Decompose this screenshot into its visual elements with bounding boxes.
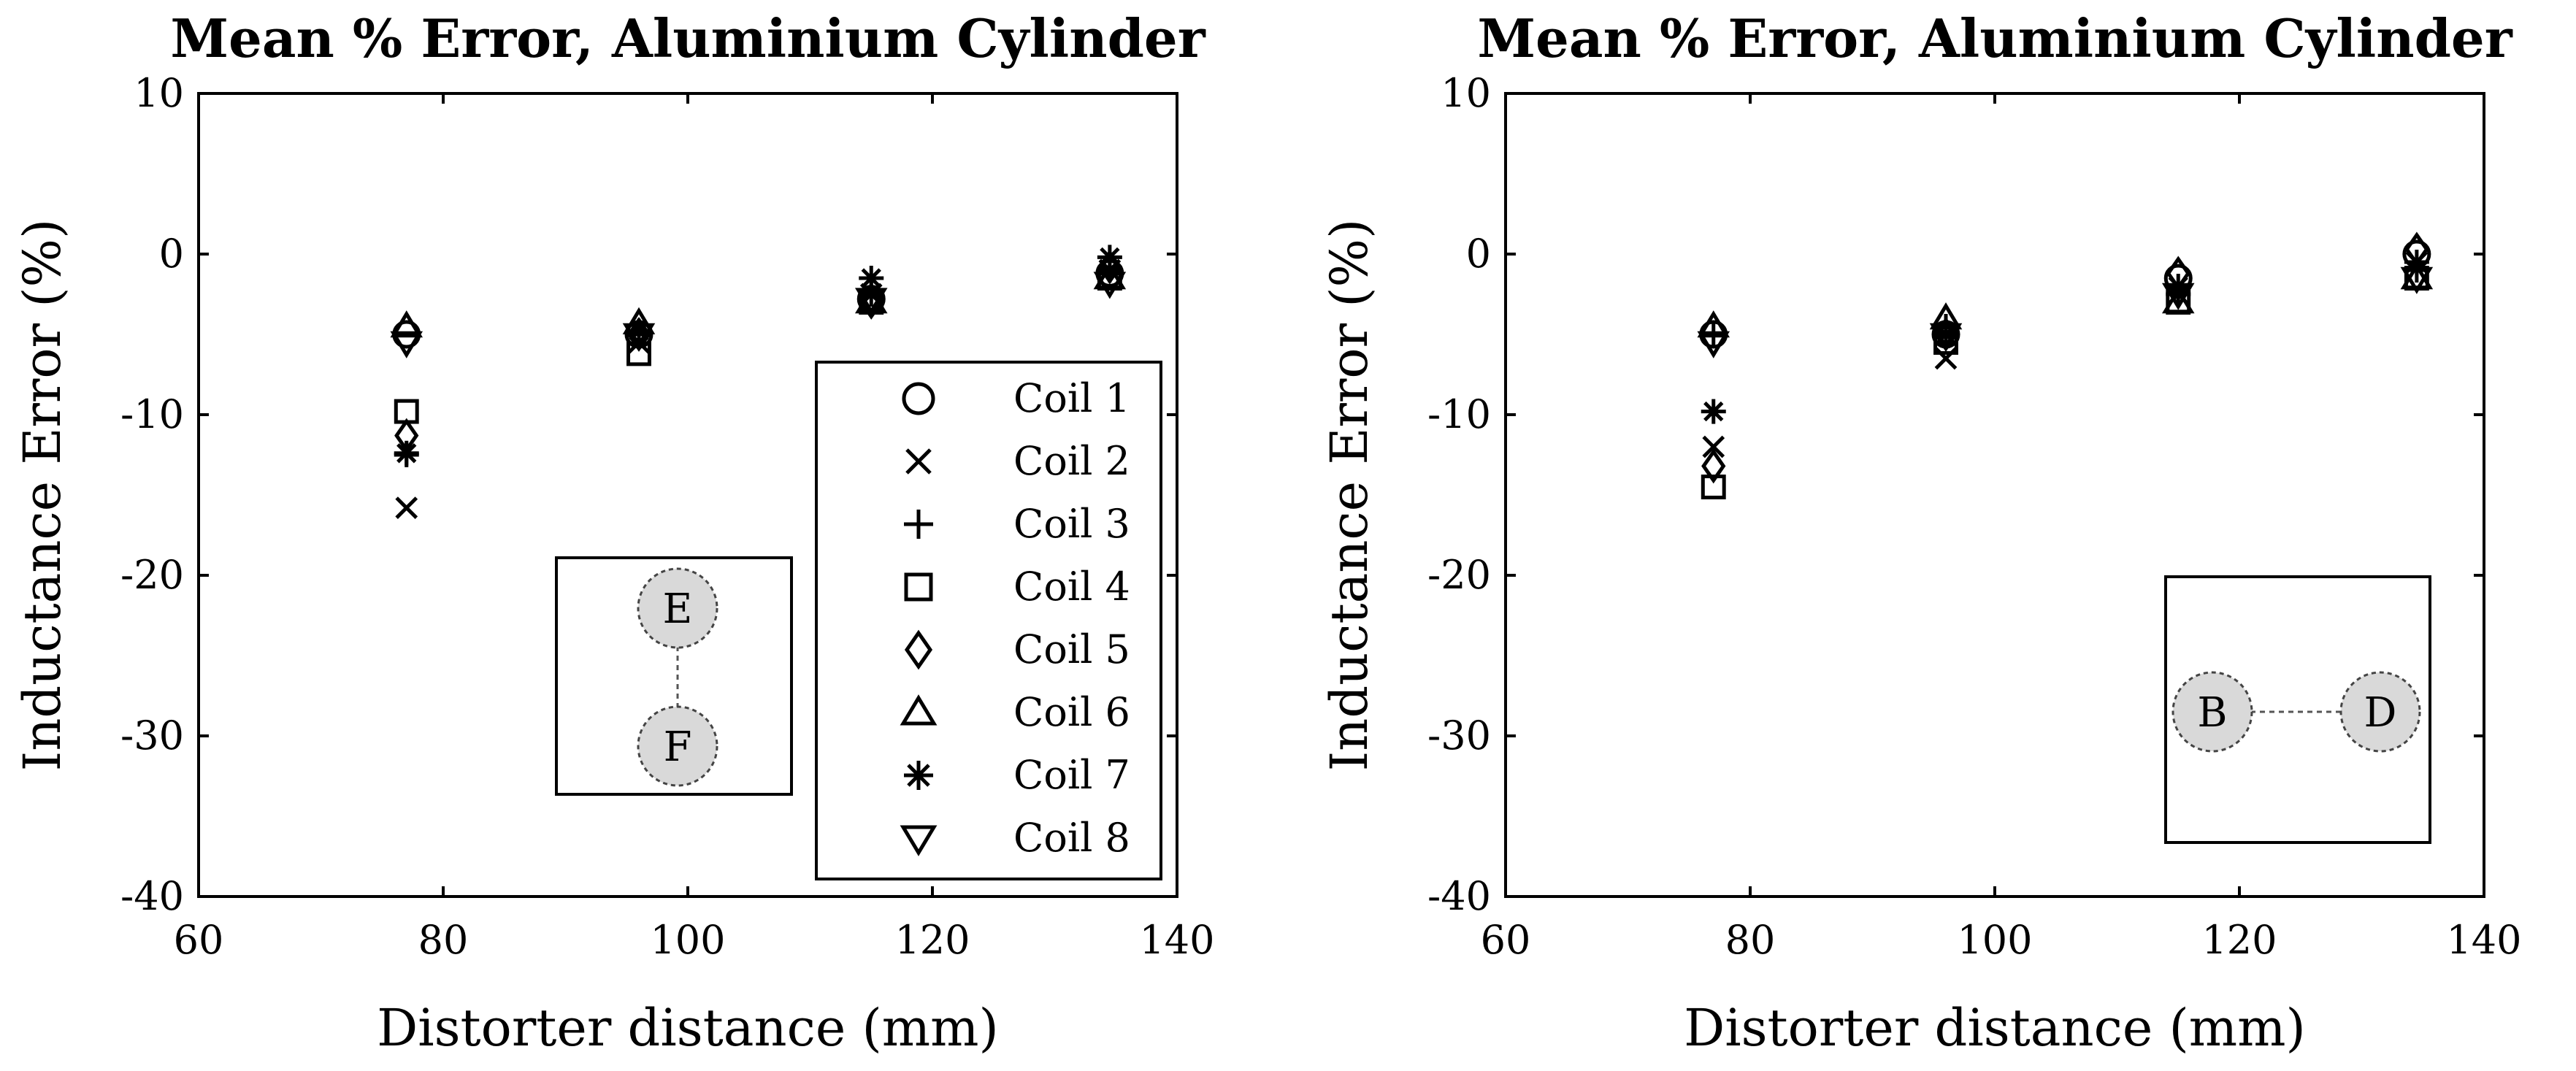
series-coil-8 (1697, 266, 2434, 358)
chart-title: Mean % Error, Aluminium Cylinder (1477, 7, 2512, 69)
legend-label: Coil 7 (1013, 752, 1130, 798)
legend-label: Coil 4 (1013, 564, 1130, 610)
x-tick-label: 120 (2201, 917, 2277, 963)
data-point (1697, 310, 1730, 338)
y-tick-label: -20 (120, 552, 184, 598)
data-point (854, 288, 888, 315)
coil-node-label: E (663, 586, 693, 633)
y-tick-label: -30 (120, 713, 184, 759)
data-point (394, 440, 419, 466)
data-point (1701, 448, 1726, 484)
data-point (1093, 262, 1127, 290)
y-tick-label: -10 (1427, 391, 1491, 437)
legend-marker (905, 448, 932, 475)
series-coil-7 (1701, 250, 2429, 424)
legend-marker (900, 825, 938, 856)
x-tick-label: 140 (2446, 917, 2521, 963)
x-tick-label: 80 (1725, 917, 1776, 963)
y-tick-label: -20 (1427, 552, 1491, 598)
legend-label: Coil 5 (1013, 626, 1130, 672)
data-point (1702, 435, 1725, 458)
chart-title: Mean % Error, Aluminium Cylinder (170, 7, 1205, 69)
coil-node-label: B (2197, 689, 2227, 737)
data-point (626, 318, 651, 344)
data-point (859, 266, 884, 291)
legend-label: Coil 6 (1013, 689, 1130, 735)
coil-node-d (2339, 671, 2421, 753)
coil-inset: EF (555, 556, 793, 796)
series-coil-8 (390, 272, 1127, 358)
x-tick-label: 120 (894, 917, 970, 963)
x-tick-label: 100 (1957, 917, 2032, 963)
legend: Coil 1 Coil 2 Coil 3 Coil 4 Coil 5 Coil 6 Coil… (815, 361, 1162, 880)
x-axis-label: Distorter distance (mm) (377, 998, 999, 1058)
data-point (2400, 266, 2434, 294)
series-coil-6 (1697, 262, 2434, 338)
x-tick-label: 80 (418, 917, 469, 963)
y-tick-label: 10 (1441, 70, 1491, 116)
coil-node-label: D (2364, 689, 2397, 737)
series-coil-4 (1701, 266, 2429, 499)
coil-node-label: F (664, 723, 692, 771)
series-coil-6 (390, 262, 1127, 338)
coil-node-f (637, 705, 718, 787)
x-tick-label: 100 (650, 917, 725, 963)
series-coil-3 (1701, 258, 2429, 347)
data-point (2161, 283, 2195, 310)
series-coil-1 (1699, 239, 2431, 349)
data-point (1929, 323, 1963, 350)
data-point (390, 331, 423, 358)
x-tick-label: 60 (1481, 917, 1531, 963)
series-coil-5 (1701, 231, 2429, 484)
y-tick-label: 0 (1466, 231, 1491, 277)
x-tick-label: 140 (1139, 917, 1214, 963)
legend-marker (902, 382, 935, 415)
y-tick-label: -10 (120, 391, 184, 437)
data-point (1097, 245, 1122, 270)
y-tick-label: -30 (1427, 713, 1491, 759)
x-axis-label: Distorter distance (mm) (1684, 998, 2306, 1058)
legend-marker (900, 694, 938, 726)
data-point (1697, 331, 1730, 358)
data-point (2404, 250, 2429, 275)
data-point (2161, 286, 2195, 314)
series-coil-1 (392, 258, 1124, 349)
data-point (1933, 322, 1958, 347)
data-point (395, 496, 418, 519)
y-tick-label: -40 (120, 873, 184, 919)
series-coil-2 (1702, 250, 2429, 458)
coil-node-e (637, 567, 718, 649)
legend-marker (904, 510, 933, 539)
y-tick-label: -40 (1427, 873, 1491, 919)
y-tick-label: 0 (159, 231, 184, 277)
data-point (1701, 399, 1726, 424)
legend-label: Coil 8 (1013, 815, 1130, 861)
y-tick-label: 10 (134, 70, 184, 116)
legend-label: Coil 3 (1013, 501, 1130, 547)
coil-node-b (2171, 671, 2253, 753)
series-coil-7 (394, 245, 1122, 466)
data-point (622, 323, 656, 350)
legend-marker (904, 572, 933, 602)
y-axis-label: Inductance Error (%) (1319, 219, 1379, 772)
legend-marker (904, 629, 933, 670)
data-point (1701, 475, 1726, 499)
y-axis-label: Inductance Error (%) (12, 219, 72, 772)
legend-frame (815, 361, 1162, 880)
data-point (1093, 272, 1127, 299)
legend-label: Coil 2 (1013, 438, 1130, 484)
legend-marker (904, 761, 933, 790)
data-point (390, 310, 423, 338)
x-tick-label: 60 (174, 917, 224, 963)
legend-label: Coil 1 (1013, 375, 1130, 421)
